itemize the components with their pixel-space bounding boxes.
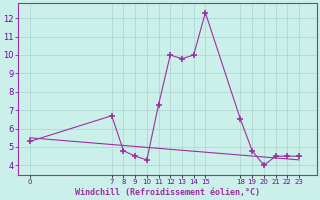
X-axis label: Windchill (Refroidissement éolien,°C): Windchill (Refroidissement éolien,°C) [75, 188, 260, 197]
